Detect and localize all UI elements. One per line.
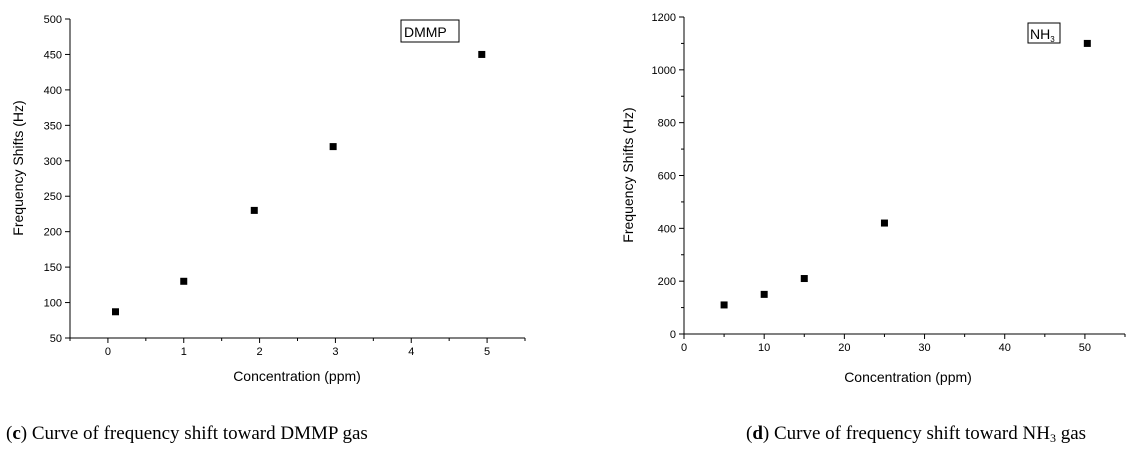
caption-text-end: gas (1056, 423, 1086, 444)
x-tick-label: 40 (999, 342, 1011, 354)
y-tick-label: 150 (44, 262, 62, 274)
y-tick-label: 100 (44, 298, 62, 310)
chart-nh3-axes: 0 10 20 30 40 50 0 200 400 600 800 1000 1200 (652, 12, 1126, 354)
x-tick-label: 1 (181, 346, 187, 358)
chart-dmmp-points (112, 50, 486, 316)
caption-subscript: 3 (1050, 431, 1056, 445)
x-tick-label: 10 (758, 342, 770, 354)
x-axis-label: Concentration (ppm) (844, 369, 972, 385)
legend-label-nh3: NH3 (1030, 26, 1055, 44)
y-tick-label: 0 (670, 329, 676, 341)
x-tick-label: 5 (484, 346, 490, 358)
y-tick-label: 400 (44, 85, 62, 97)
data-point (180, 277, 188, 285)
x-tick-label: 3 (332, 346, 338, 358)
y-axis-label: Frequency Shifts (Hz) (620, 107, 636, 242)
y-tick-label: 400 (658, 223, 676, 235)
y-tick-label: 1000 (652, 65, 676, 77)
chart-nh3-legend: NH3 (1027, 22, 1061, 44)
chart-dmmp-axes: 0 1 2 3 4 5 50 100 150 200 250 300 350 400 450 500 (44, 14, 526, 358)
legend-label-main: NH (1030, 26, 1050, 42)
y-tick-label: 200 (658, 276, 676, 288)
y-tick-label: 600 (658, 171, 676, 183)
x-tick-label: 4 (408, 346, 414, 358)
x-tick-label: 0 (105, 346, 111, 358)
caption-text: Curve of frequency shift toward DMMP gas (27, 423, 368, 444)
data-point (250, 206, 258, 214)
y-tick-label: 1200 (652, 12, 676, 24)
x-axis-label: Concentration (ppm) (233, 368, 361, 384)
legend-label-sub: 3 (1050, 35, 1055, 44)
x-tick-label: 30 (918, 342, 930, 354)
data-point (112, 308, 119, 316)
y-tick-label: 250 (44, 191, 62, 203)
legend-box (1027, 22, 1061, 44)
x-tick-label: 20 (838, 342, 850, 354)
caption-letter: c (12, 423, 20, 444)
y-tick-label: 200 (44, 227, 62, 239)
data-point (1083, 39, 1091, 47)
caption-text: Curve of frequency shift toward NH (769, 423, 1050, 444)
caption-letter: d (752, 423, 763, 444)
data-point (800, 275, 808, 283)
data-point (478, 50, 486, 58)
x-tick-label: 2 (257, 346, 263, 358)
y-tick-label: 50 (50, 333, 62, 345)
caption-d: (d) Curve of frequency shift toward NH3 … (746, 423, 1086, 445)
y-tick-label: 500 (44, 14, 62, 26)
x-tick-label: 50 (1079, 342, 1091, 354)
caption-paren-open: ( (746, 423, 752, 444)
y-tick-label: 300 (44, 156, 62, 168)
chart-dmmp: 0 1 2 3 4 5 50 100 150 200 250 300 350 400 450 500 DMMP… (6, 14, 526, 444)
caption-paren-close: ) (21, 423, 27, 444)
y-tick-label: 800 (658, 118, 676, 130)
x-tick-label: 0 (681, 342, 687, 354)
data-point (880, 219, 888, 227)
caption-paren-close: ) (763, 423, 769, 444)
y-tick-label: 350 (44, 120, 62, 132)
y-tick-label: 450 (44, 49, 62, 61)
caption-paren-open: ( (6, 423, 12, 444)
chart-nh3-points (720, 39, 1091, 309)
data-point (760, 290, 768, 298)
chart-dmmp-legend: DMMP (400, 19, 460, 43)
legend-box (400, 19, 460, 43)
y-axis-label: Frequency Shifts (Hz) (10, 100, 26, 235)
caption-c: (c) Curve of frequency shift toward DMMP… (6, 423, 368, 444)
data-point (329, 143, 337, 151)
data-point (720, 301, 728, 309)
legend-label-dmmp: DMMP (404, 24, 447, 40)
